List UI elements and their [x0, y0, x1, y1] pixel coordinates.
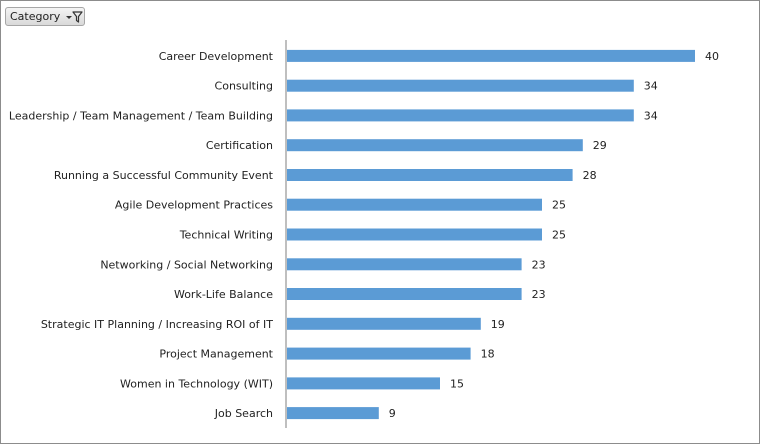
bar[interactable]: [287, 109, 634, 122]
bar[interactable]: [287, 377, 440, 390]
category-tick-label: Networking / Social Networking: [100, 258, 273, 271]
data-label: 19: [491, 318, 505, 331]
category-tick-label: Leadership / Team Management / Team Buil…: [9, 109, 273, 122]
bar[interactable]: [287, 169, 573, 181]
category-tick-label: Work-Life Balance: [174, 288, 273, 301]
category-tick-label: Project Management: [159, 348, 273, 361]
bar[interactable]: [287, 49, 695, 62]
data-label: 15: [450, 377, 464, 390]
data-label: 40: [705, 50, 719, 63]
data-label: 23: [532, 288, 546, 301]
category-tick-label: Job Search: [214, 407, 273, 420]
bar[interactable]: [287, 317, 481, 330]
bar[interactable]: [287, 228, 542, 241]
data-label: 25: [552, 229, 566, 242]
data-label: 9: [389, 407, 396, 420]
data-label: 34: [644, 80, 658, 93]
bar[interactable]: [287, 139, 583, 152]
category-tick-label: Strategic IT Planning / Increasing ROI o…: [41, 318, 273, 331]
bar[interactable]: [287, 79, 634, 92]
category-tick-label: Women in Technology (WIT): [120, 377, 273, 390]
filter-dropdown-icon: [64, 8, 84, 25]
data-label: 23: [532, 258, 546, 271]
category-tick-label: Running a Successful Community Event: [54, 169, 274, 182]
category-filter-button[interactable]: Category: [5, 7, 85, 26]
bar[interactable]: [287, 407, 379, 420]
funnel-filter-icon: [72, 10, 83, 23]
dropdown-arrow-icon: [66, 15, 72, 19]
category-tick-label: Technical Writing: [179, 229, 273, 242]
data-label: 34: [644, 109, 658, 122]
bar[interactable]: [287, 288, 522, 300]
data-label: 28: [583, 169, 597, 182]
data-label: 29: [593, 139, 607, 152]
category-tick-label: Consulting: [215, 80, 273, 93]
category-filter-label: Category: [10, 10, 61, 23]
category-tick-label: Career Development: [159, 50, 274, 63]
data-label: 25: [552, 199, 566, 212]
bar[interactable]: [287, 198, 542, 211]
category-tick-label: Certification: [206, 139, 273, 152]
bar[interactable]: [287, 347, 471, 360]
bar[interactable]: [287, 258, 522, 271]
category-tick-label: Agile Development Practices: [115, 199, 273, 212]
data-label: 18: [481, 348, 495, 361]
